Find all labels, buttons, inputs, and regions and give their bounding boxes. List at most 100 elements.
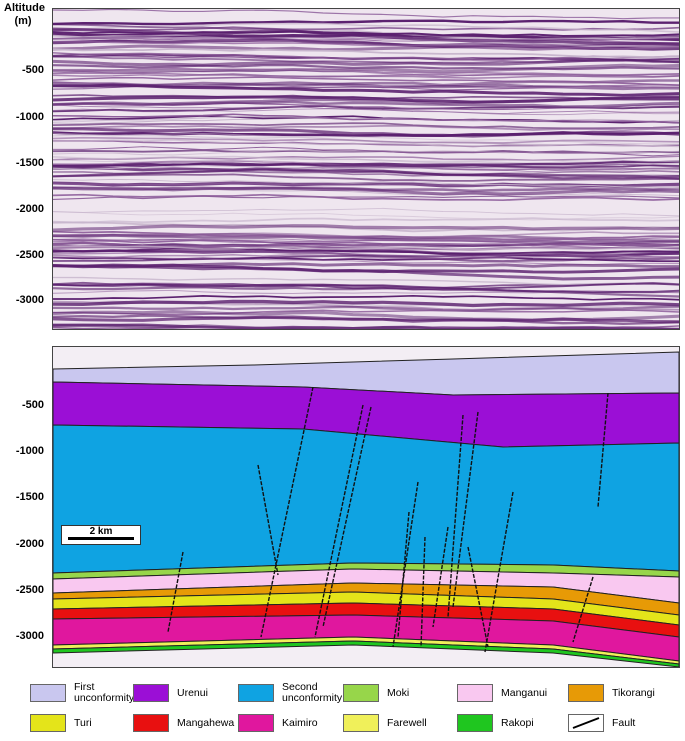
seismic-reflector [53, 9, 679, 20]
seismic-reflector [53, 139, 679, 148]
legend-swatch-mangahewa [133, 714, 169, 732]
bottom-tick-1000: -1000 [15, 445, 44, 457]
legend-label-mangahewa: Mangahewa [177, 716, 235, 729]
seismic-reflector [53, 83, 679, 97]
seismic-reflector [53, 314, 679, 325]
seismic-reflector [53, 146, 679, 157]
legend-item-turi: Turi [30, 712, 92, 734]
seismic-reflector [53, 233, 679, 244]
seismic-reflector [53, 195, 679, 200]
legend-label-kaimiro: Kaimiro [282, 716, 318, 729]
legend-item-urenui: Urenui [133, 682, 208, 704]
seismic-reflector [53, 48, 679, 59]
legend-swatch-second-unconformity [238, 684, 274, 702]
seismic-reflector [53, 178, 679, 189]
seismic-reflector [53, 276, 679, 286]
legend-label-turi: Turi [74, 716, 92, 729]
top-tick-3000: -3000 [15, 294, 44, 306]
seismic-reflector [53, 250, 679, 259]
legend-item-mangahewa: Mangahewa [133, 712, 234, 734]
legend-item-rakopi: Rakopi [457, 712, 534, 734]
legend-label-moki: Moki [387, 686, 410, 699]
seismic-reflector [53, 323, 679, 329]
seismic-reflector [53, 309, 679, 322]
bottom-tick-2500: -2500 [15, 584, 44, 596]
legend-label-manganui: Manganui [501, 686, 548, 699]
seismic-reflector [53, 262, 679, 269]
seismic-reflector [53, 282, 679, 291]
seismic-reflector [53, 160, 679, 171]
seismic-reflector [53, 207, 679, 217]
fault-line [432, 526, 449, 628]
legend-swatch-turi [30, 714, 66, 732]
seismic-reflector [53, 67, 679, 76]
seismic-reflector [53, 305, 679, 312]
fault-line [420, 536, 426, 648]
fault-line [597, 392, 609, 508]
legend-swatch-kaimiro [238, 714, 274, 732]
fault-line [467, 546, 489, 648]
seismic-reflector [53, 173, 679, 182]
scale-bar: 2 km [61, 525, 141, 545]
seismic-reflector [53, 58, 679, 67]
legend-swatch-fault [568, 714, 604, 732]
seismic-reflector [53, 27, 679, 46]
fault-line [260, 386, 314, 638]
seismic-reflector [53, 37, 679, 42]
scale-bar-line [68, 537, 134, 540]
legend-item-kaimiro: Kaimiro [238, 712, 318, 734]
seismic-reflector [53, 167, 679, 178]
legend-item-manganui: Manganui [457, 682, 547, 704]
seismic-reflector [53, 127, 679, 138]
seismic-reflector [53, 299, 679, 308]
scale-bar-label: 2 km [89, 526, 113, 537]
legend-label-tikorangi: Tikorangi [612, 686, 655, 699]
seismic-reflector [53, 132, 679, 145]
seismic-reflector [53, 63, 679, 74]
seismic-reflector [53, 164, 679, 170]
seismic-reflector [53, 193, 679, 202]
seismic-reflector [53, 22, 679, 33]
seismic-reflector [53, 124, 679, 132]
legend-swatch-moki [343, 684, 379, 702]
geological-model-svg [53, 347, 679, 667]
legend-item-fault: Fault [568, 712, 635, 734]
top-tick-2000: -2000 [15, 203, 44, 215]
bottom-tick-500: -500 [21, 399, 44, 411]
seismic-reflector [53, 249, 679, 263]
seismic-reflector [53, 40, 679, 50]
legend-item-farewell: Farewell [343, 712, 427, 734]
fault-line [447, 414, 464, 618]
top-tick-1000: -1000 [15, 111, 44, 123]
fault-line [167, 551, 184, 633]
bottom-tick-3000: -3000 [15, 630, 44, 642]
fault-line [572, 576, 594, 643]
seismic-section [52, 8, 680, 330]
seismic-reflector [53, 217, 679, 224]
seismic-reflector [53, 211, 679, 221]
fault-line [484, 491, 514, 653]
seismic-reflector [53, 95, 679, 104]
legend-swatch-first-unconformity [30, 684, 66, 702]
layer-rakopi [53, 640, 679, 667]
bottom-tick-2000: -2000 [15, 538, 44, 550]
y-axis-title: Altitude (m) [4, 2, 45, 27]
legend-swatch-tikorangi [568, 684, 604, 702]
seismic-reflector [53, 309, 679, 316]
top-tick-1500: -1500 [15, 157, 44, 169]
seismic-reflector [53, 221, 679, 233]
seismic-reflector [53, 186, 679, 196]
seismic-image [53, 9, 679, 329]
seismic-reflector [53, 149, 679, 154]
seismic-reflector [53, 113, 679, 124]
seismic-reflector [53, 162, 679, 169]
seismic-reflector [53, 23, 679, 39]
seismic-reflector [53, 182, 679, 189]
top-tick-2500: -2500 [15, 249, 44, 261]
seismic-reflector [53, 294, 679, 301]
legend-label-first-unconformity: First unconformity [74, 681, 135, 704]
fault-line [397, 511, 410, 638]
legend-label-farewell: Farewell [387, 716, 427, 729]
seismic-reflector [53, 100, 679, 108]
seismic-reflector [53, 245, 679, 251]
